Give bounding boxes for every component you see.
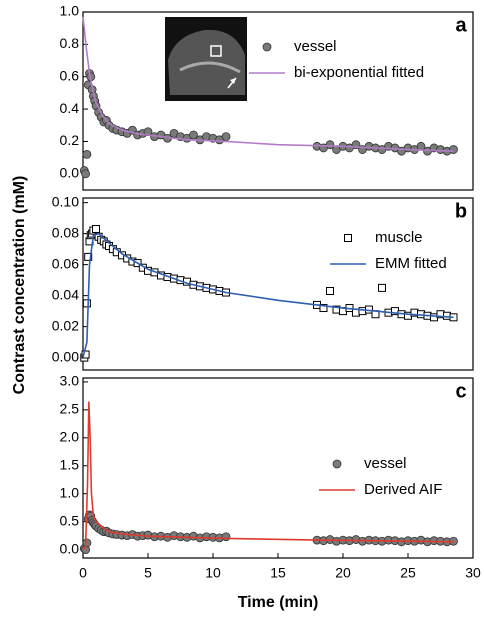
legend-marker	[262, 42, 272, 52]
legend-label: vessel	[294, 38, 337, 55]
data-point	[221, 132, 231, 142]
y-tick-label: 1.5	[60, 456, 80, 472]
y-tick-label: 2.5	[60, 401, 80, 417]
y-tick-label: 0.0	[60, 165, 80, 181]
plot-frame	[82, 377, 474, 559]
y-tick-label: 2.0	[60, 429, 80, 445]
y-tick-label: 0.5	[60, 512, 80, 528]
y-tick-label: 0.00	[52, 348, 79, 364]
data-point	[189, 130, 198, 140]
y-tick-label: 0.6	[60, 67, 80, 83]
y-tick-label: 0.06	[52, 255, 79, 271]
x-tick-label: 30	[465, 565, 481, 581]
data-point	[443, 311, 451, 320]
x-tick-label: 5	[144, 565, 152, 581]
x-tick-label: 20	[335, 565, 351, 581]
legend-label: Derived AIF	[364, 481, 442, 498]
fit-line	[82, 232, 454, 358]
y-tick-label: 0.4	[60, 100, 80, 116]
y-tick-label: 0.04	[52, 286, 79, 302]
data-point	[81, 350, 90, 359]
data-point	[82, 538, 92, 548]
y-tick-label: 0.02	[52, 317, 79, 333]
fit-line	[82, 401, 454, 551]
x-tick-label: 25	[400, 565, 416, 581]
x-tick-label: 15	[270, 565, 286, 581]
y-tick-label: 1.0	[60, 484, 80, 500]
x-tick-label: 0	[79, 565, 87, 581]
y-tick-label: 0.10	[52, 193, 79, 209]
data-point	[82, 149, 92, 159]
x-tick-label: 10	[205, 565, 221, 581]
data-point	[92, 224, 100, 233]
y-axis-label: Contrast concentration (mM)	[11, 176, 28, 395]
y-tick-label: 0.0	[60, 540, 80, 556]
data-point	[81, 169, 90, 179]
legend-label: bi-exponential fitted	[294, 64, 424, 81]
data-point	[82, 299, 91, 308]
y-tick-label: 3.0	[60, 373, 80, 389]
plot-frame	[82, 197, 474, 371]
panel-label: c	[455, 380, 466, 402]
data-point	[378, 283, 386, 292]
data-point	[319, 304, 328, 313]
panel-label: a	[455, 14, 467, 36]
data-point	[449, 145, 458, 154]
data-point	[84, 252, 93, 261]
data-point	[326, 286, 334, 295]
x-axis-label: Time (min)	[238, 594, 319, 611]
y-tick-label: 0.8	[60, 35, 80, 51]
y-tick-label: 0.2	[60, 132, 80, 148]
data-point	[430, 313, 438, 322]
y-tick-label: 0.08	[52, 224, 79, 240]
inset-image	[165, 17, 247, 101]
fit-line	[82, 16, 454, 152]
data-point	[221, 532, 231, 542]
plot-frame	[82, 11, 474, 191]
legend-marker	[344, 234, 352, 242]
legend-label: EMM fitted	[375, 255, 447, 272]
legend-label: muscle	[375, 229, 423, 246]
panel-label: b	[455, 200, 467, 222]
y-tick-label: 1.0	[60, 3, 80, 19]
data-point	[358, 307, 367, 316]
legend-label: vessel	[364, 455, 407, 472]
legend-marker	[332, 459, 342, 469]
